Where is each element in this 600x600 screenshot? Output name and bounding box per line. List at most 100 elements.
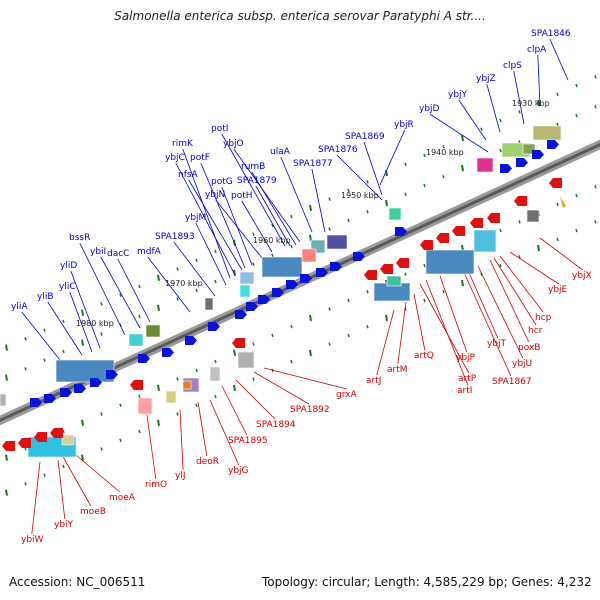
- reverse-gene-label[interactable]: hcr: [528, 326, 543, 336]
- reverse-gene-arrow[interactable]: [514, 196, 527, 206]
- gene-feature-block[interactable]: [261, 256, 303, 278]
- reverse-gene-label[interactable]: ybjE: [548, 285, 568, 295]
- reverse-gene-arrow[interactable]: [452, 226, 465, 236]
- reverse-gene-label[interactable]: SPA1895: [228, 436, 268, 446]
- gene-feature-block[interactable]: [209, 366, 221, 382]
- forward-gene-arrow[interactable]: [258, 295, 270, 304]
- forward-gene-label[interactable]: potF: [190, 153, 210, 163]
- reverse-gene-label[interactable]: ybjX: [572, 271, 592, 281]
- gene-feature-block[interactable]: [204, 297, 214, 311]
- forward-gene-arrow[interactable]: [500, 164, 512, 173]
- reverse-gene-label[interactable]: poxB: [518, 343, 540, 353]
- reverse-gene-label[interactable]: artI: [457, 386, 472, 396]
- reverse-gene-label[interactable]: moeA: [109, 493, 136, 503]
- gene-feature-block[interactable]: [61, 434, 75, 446]
- reverse-gene-label[interactable]: ybjP: [456, 353, 476, 363]
- forward-gene-arrow[interactable]: [60, 388, 72, 397]
- forward-gene-label[interactable]: yliD: [60, 261, 77, 271]
- forward-gene-label[interactable]: yliB: [37, 292, 54, 302]
- forward-gene-label[interactable]: dacC: [107, 249, 129, 259]
- forward-gene-arrow[interactable]: [316, 268, 328, 277]
- forward-gene-label[interactable]: potG: [211, 177, 233, 187]
- reverse-gene-arrow[interactable]: [2, 441, 15, 451]
- forward-gene-arrow[interactable]: [30, 398, 42, 407]
- forward-gene-label[interactable]: ybjN: [205, 190, 225, 200]
- forward-gene-label[interactable]: ybjZ: [476, 74, 496, 84]
- reverse-gene-arrow[interactable]: [34, 432, 47, 442]
- gene-feature-block[interactable]: [386, 275, 402, 287]
- reverse-gene-label[interactable]: artJ: [366, 376, 381, 386]
- forward-gene-label[interactable]: mdfA: [137, 247, 162, 257]
- reverse-gene-label[interactable]: ybjG: [228, 466, 249, 476]
- gene-feature-block[interactable]: [0, 393, 7, 407]
- forward-gene-label[interactable]: SPA1876: [318, 145, 358, 155]
- reverse-gene-label[interactable]: ybjU: [512, 359, 532, 369]
- reverse-gene-arrow[interactable]: [130, 380, 143, 390]
- gene-feature-block[interactable]: [473, 229, 497, 253]
- forward-gene-arrow[interactable]: [532, 150, 544, 159]
- reverse-gene-arrow[interactable]: [420, 240, 433, 250]
- forward-gene-arrow[interactable]: [44, 394, 56, 403]
- forward-gene-label[interactable]: yliC: [59, 282, 76, 292]
- forward-gene-label[interactable]: SPA1869: [345, 132, 385, 142]
- gene-feature-block[interactable]: [388, 207, 402, 221]
- forward-gene-arrow[interactable]: [162, 348, 174, 357]
- forward-gene-arrow[interactable]: [74, 384, 86, 393]
- forward-gene-label[interactable]: ybjY: [448, 90, 468, 100]
- forward-gene-label[interactable]: SPA1893: [155, 232, 195, 242]
- forward-gene-arrow[interactable]: [353, 252, 365, 261]
- reverse-gene-label[interactable]: ybjT: [487, 339, 507, 349]
- forward-gene-arrow[interactable]: [235, 310, 247, 319]
- forward-gene-arrow[interactable]: [106, 370, 118, 379]
- gene-feature-block[interactable]: [301, 248, 317, 263]
- reverse-gene-label[interactable]: SPA1867: [492, 377, 532, 387]
- reverse-gene-label[interactable]: grxA: [336, 390, 357, 400]
- reverse-gene-arrow[interactable]: [232, 338, 245, 348]
- forward-gene-label[interactable]: clpS: [503, 61, 522, 71]
- forward-gene-arrow[interactable]: [272, 288, 284, 297]
- forward-gene-arrow[interactable]: [138, 354, 150, 363]
- forward-gene-arrow[interactable]: [208, 322, 220, 331]
- forward-gene-label[interactable]: nfsA: [178, 170, 199, 180]
- reverse-gene-label[interactable]: ybiW: [21, 535, 44, 545]
- gene-feature-block[interactable]: [237, 351, 255, 369]
- forward-gene-label[interactable]: rumB: [241, 162, 265, 172]
- gene-feature-block[interactable]: [145, 324, 161, 338]
- reverse-gene-arrow[interactable]: [436, 233, 449, 243]
- reverse-gene-arrow[interactable]: [396, 258, 409, 268]
- gene-feature-block[interactable]: [239, 284, 251, 298]
- gene-feature-block[interactable]: [239, 271, 255, 285]
- forward-gene-label[interactable]: bssR: [69, 233, 90, 243]
- forward-gene-arrow[interactable]: [516, 158, 528, 167]
- forward-gene-arrow[interactable]: [547, 140, 559, 149]
- reverse-gene-arrow[interactable]: [549, 178, 562, 188]
- gene-feature-block[interactable]: [326, 234, 348, 250]
- gene-feature-block[interactable]: [425, 249, 475, 275]
- forward-gene-label[interactable]: ulaA: [270, 147, 291, 157]
- reverse-gene-arrow[interactable]: [18, 438, 31, 448]
- forward-gene-label[interactable]: ybjO: [223, 139, 244, 149]
- gene-feature-block[interactable]: [522, 143, 536, 155]
- forward-gene-arrow[interactable]: [90, 378, 102, 387]
- forward-gene-label[interactable]: ybjR: [394, 120, 414, 130]
- reverse-gene-label[interactable]: SPA1894: [256, 420, 296, 430]
- reverse-gene-label[interactable]: deoR: [196, 457, 219, 467]
- forward-gene-label[interactable]: SPA1846: [531, 29, 571, 39]
- gene-feature-block[interactable]: [182, 380, 192, 390]
- forward-gene-label[interactable]: potI: [211, 124, 228, 134]
- forward-gene-label[interactable]: potH: [231, 191, 253, 201]
- forward-gene-arrow[interactable]: [300, 274, 312, 283]
- forward-gene-label[interactable]: ybiI: [90, 247, 106, 257]
- forward-gene-label[interactable]: ybjM: [185, 213, 206, 223]
- forward-gene-arrow[interactable]: [185, 336, 197, 345]
- gene-feature-block[interactable]: [128, 333, 144, 347]
- gene-feature-block[interactable]: [165, 390, 177, 404]
- reverse-gene-label[interactable]: ylJ: [175, 471, 185, 481]
- reverse-gene-label[interactable]: rimO: [145, 480, 167, 490]
- gene-feature-block[interactable]: [55, 359, 115, 383]
- reverse-gene-label[interactable]: artP: [458, 374, 477, 384]
- reverse-gene-arrow[interactable]: [50, 428, 63, 438]
- reverse-gene-label[interactable]: SPA1892: [290, 405, 330, 415]
- forward-gene-label[interactable]: ybjD: [419, 104, 440, 114]
- reverse-gene-arrow[interactable]: [364, 270, 377, 280]
